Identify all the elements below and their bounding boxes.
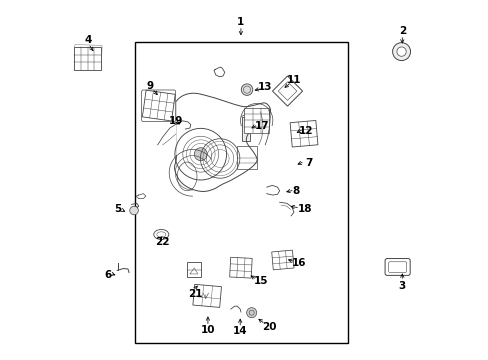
Text: 7: 7: [305, 158, 312, 168]
Text: 19: 19: [169, 116, 183, 126]
Circle shape: [194, 148, 207, 161]
Bar: [271, 250, 293, 270]
Circle shape: [396, 47, 406, 56]
Polygon shape: [272, 76, 302, 106]
Circle shape: [129, 206, 138, 215]
Bar: [237, 146, 257, 169]
Text: 11: 11: [286, 75, 301, 85]
Text: 1: 1: [237, 17, 244, 27]
Text: 18: 18: [297, 204, 311, 215]
Bar: [289, 121, 317, 147]
Bar: [187, 262, 201, 277]
Text: 2: 2: [398, 26, 405, 36]
Text: 8: 8: [291, 186, 299, 197]
Text: 22: 22: [155, 237, 169, 247]
Text: 10: 10: [200, 325, 215, 335]
Text: 9: 9: [147, 81, 154, 91]
Polygon shape: [278, 82, 296, 100]
Circle shape: [246, 308, 256, 318]
Text: 20: 20: [261, 322, 276, 332]
Circle shape: [241, 84, 252, 95]
Bar: [142, 90, 175, 121]
Bar: [135, 42, 348, 343]
Text: 4: 4: [84, 35, 92, 45]
Bar: [74, 47, 101, 69]
Text: 6: 6: [103, 270, 111, 280]
Text: 16: 16: [291, 258, 306, 268]
FancyBboxPatch shape: [384, 258, 409, 275]
Text: 3: 3: [398, 281, 405, 291]
Text: 21: 21: [188, 289, 202, 299]
Text: 15: 15: [253, 276, 267, 286]
Text: 12: 12: [299, 126, 313, 135]
Bar: [241, 117, 249, 140]
Bar: [229, 257, 252, 278]
Text: 5: 5: [114, 204, 122, 215]
Circle shape: [392, 42, 410, 60]
Text: 14: 14: [232, 326, 247, 336]
Text: 13: 13: [258, 82, 272, 92]
Bar: [244, 108, 268, 134]
Text: 17: 17: [254, 121, 268, 131]
Bar: [192, 284, 221, 307]
